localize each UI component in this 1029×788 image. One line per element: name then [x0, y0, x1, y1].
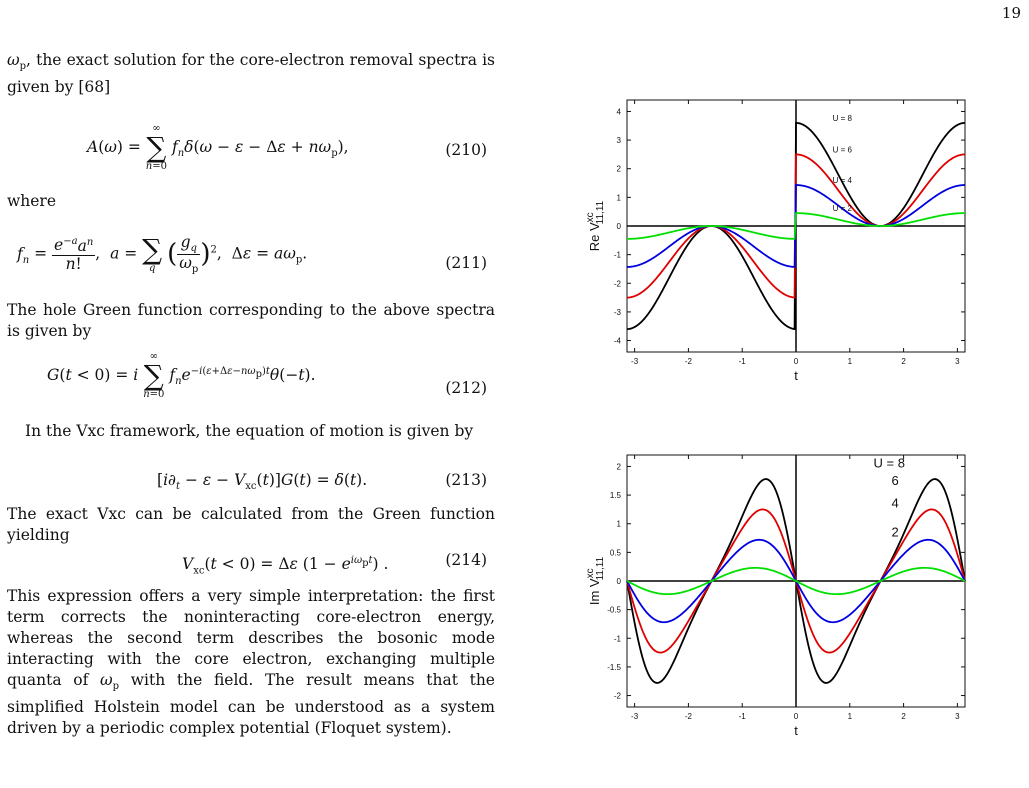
- x-tick-label: 3: [955, 357, 960, 366]
- y-tick-label: 0.5: [610, 548, 622, 557]
- series-line: [626, 566, 966, 596]
- x-tick-label: -2: [685, 357, 693, 366]
- y-tick-label: 1: [617, 520, 622, 529]
- y-axis-label: Im Vxc11,11: [585, 556, 606, 605]
- x-tick-label: 2: [901, 712, 906, 721]
- series-line: [626, 121, 966, 331]
- x-axis-label: t: [794, 723, 798, 738]
- y-tick-label: 4: [617, 107, 622, 116]
- paragraph-hole: The hole Green function corresponding to…: [7, 301, 495, 340]
- paragraph-interpretation: This expression offers a very simple int…: [7, 587, 495, 738]
- y-tick-label: 2: [617, 165, 622, 174]
- series-label: 4: [892, 496, 899, 511]
- y-tick-label: -2: [614, 692, 622, 701]
- y-tick-label: 2: [617, 462, 622, 471]
- series-label: 2: [892, 524, 899, 539]
- series-line: [626, 153, 966, 299]
- x-tick-label: 0: [794, 712, 799, 721]
- x-tick-label: -1: [739, 712, 747, 721]
- equation-211: fn = e−aan n!, a = ∑ q (gq ωp)2, Δε = aωp. …: [17, 232, 487, 276]
- y-tick-label: -1.5: [607, 663, 621, 672]
- series-line: [626, 212, 966, 240]
- equation-214: Vxc(t < 0) = Δε (1 − eiωpt) . (214): [182, 551, 487, 577]
- paragraph-exact: The exact Vxc can be calculated from the…: [7, 505, 495, 544]
- x-tick-label: 2: [901, 357, 906, 366]
- y-tick-label: -1: [614, 634, 622, 643]
- y-tick-label: -2: [614, 279, 622, 288]
- y-tick-label: -3: [614, 308, 622, 317]
- series-label: U = 6: [833, 145, 853, 154]
- y-tick-label: 3: [617, 136, 622, 145]
- label-where: where: [7, 192, 57, 210]
- paragraph-intro: ωp, the exact solution for the core-elec…: [7, 51, 495, 97]
- x-tick-label: 0: [794, 357, 799, 366]
- y-tick-label: -0.5: [607, 606, 621, 615]
- x-tick-label: -3: [631, 357, 639, 366]
- y-tick-label: 0: [617, 222, 622, 231]
- x-tick-label: 1: [848, 357, 853, 366]
- y-tick-label: -4: [614, 337, 622, 346]
- series-label: U = 2: [833, 204, 853, 213]
- series-label: U = 4: [833, 176, 853, 185]
- y-tick-label: 0: [617, 577, 622, 586]
- series-label: U = 8: [833, 114, 853, 123]
- x-tick-label: -3: [631, 712, 639, 721]
- equation-212: G(t < 0) = i ∞ ∑ n=0 fne−i(ε+Δε−nωp)tθ(−t)…: [47, 351, 487, 400]
- chart-im-vxc: -3 -2 -1 0 1 2 3 2 1.5 1 0.5 0 -0.5 -1 -1.5 -2 t Im Vxc11…: [585, 454, 966, 738]
- page-number: 19: [1001, 4, 1021, 22]
- y-axis-label: Re Vxc11,11: [585, 200, 606, 251]
- y-tick-label: 1: [617, 193, 622, 202]
- x-axis-label: t: [794, 368, 798, 383]
- equation-213: [i∂t − ε − Vxc(t)]G(t) = δ(t). (213): [157, 471, 487, 493]
- x-tick-label: -2: [685, 712, 693, 721]
- x-tick-label: -1: [739, 357, 747, 366]
- chart-re-vxc: -3 -2 -1 0 1 2 3 4 3 2 1 0 -1 -2 -3 -4 t Re Vxc11,11 U = 8…: [585, 99, 966, 383]
- series-label: 6: [892, 473, 899, 488]
- equation-210: A(ω) = ∞ ∑ n=0 fnδ(ω − ε − Δε + nωp), (210…: [87, 123, 487, 172]
- y-tick-label: -1: [614, 251, 622, 260]
- x-tick-label: 1: [848, 712, 853, 721]
- x-tick-label: 3: [955, 712, 960, 721]
- series-label: U = 8: [874, 456, 905, 471]
- y-tick-label: 1.5: [610, 491, 622, 500]
- series-line: [626, 184, 966, 268]
- paragraph-vxc: In the Vxc framework, the equation of mo…: [25, 422, 474, 440]
